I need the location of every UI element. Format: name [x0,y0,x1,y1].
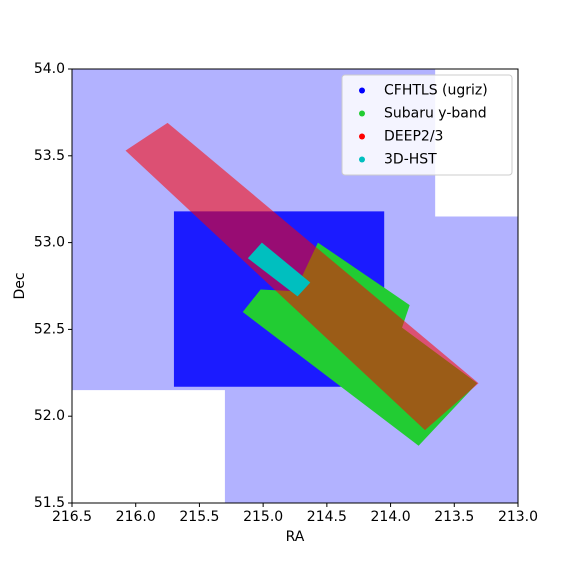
x-tick-label: 214.5 [307,509,347,525]
plot-frame [71,68,519,504]
y-tick-label: 53.0 [34,235,65,251]
y-tick-label: 53.5 [34,148,65,164]
x-tick-label: 216.0 [116,509,156,525]
legend-text: DEEP2/3 [384,129,443,145]
y-tick-label: 52.0 [34,408,65,424]
y-tick-label: 54.0 [34,61,65,77]
legend-marker [359,133,365,140]
x-axis-label: RA [286,529,305,545]
x-tick-label: 215.5 [179,509,219,525]
legend-box [341,74,513,176]
legend-marker [359,110,365,117]
x-tick-label: 213.5 [434,509,474,525]
legend-text: CFHTLS (ugriz) [384,83,488,99]
legend-text: Subaru y-band [384,106,487,122]
legend-marker [359,87,365,94]
x-tick-label: 215.0 [243,509,283,525]
y-tick-label: 52.5 [34,321,65,337]
y-tick-label: 51.5 [34,495,65,511]
legend-text: 3D-HST [384,152,437,168]
x-tick-label: 216.5 [52,509,92,525]
y-axis-label: Dec [12,272,28,299]
x-tick-label: 214.0 [371,509,411,525]
x-tick-label: 213.0 [498,509,538,525]
legend: CFHTLS (ugriz) Subaru y-band DEEP2/3 3D-HST [341,74,513,176]
legend-marker [359,156,365,163]
footprint-region [247,242,311,297]
